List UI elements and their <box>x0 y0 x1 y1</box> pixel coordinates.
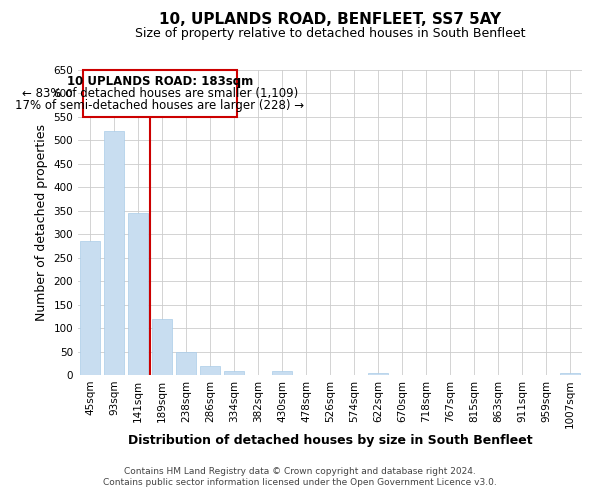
Text: 10 UPLANDS ROAD: 183sqm: 10 UPLANDS ROAD: 183sqm <box>67 74 253 88</box>
Text: 17% of semi-detached houses are larger (228) →: 17% of semi-detached houses are larger (… <box>16 99 304 112</box>
Bar <box>200 366 220 375</box>
Bar <box>560 372 580 375</box>
Bar <box>176 352 196 375</box>
Bar <box>368 372 388 375</box>
Bar <box>80 242 100 375</box>
Bar <box>128 213 148 375</box>
Bar <box>152 318 172 375</box>
Y-axis label: Number of detached properties: Number of detached properties <box>35 124 48 321</box>
Text: Contains HM Land Registry data © Crown copyright and database right 2024.: Contains HM Land Registry data © Crown c… <box>124 467 476 476</box>
Text: Size of property relative to detached houses in South Benfleet: Size of property relative to detached ho… <box>135 28 525 40</box>
Text: 10, UPLANDS ROAD, BENFLEET, SS7 5AY: 10, UPLANDS ROAD, BENFLEET, SS7 5AY <box>159 12 501 28</box>
Text: ← 83% of detached houses are smaller (1,109): ← 83% of detached houses are smaller (1,… <box>22 87 298 100</box>
X-axis label: Distribution of detached houses by size in South Benfleet: Distribution of detached houses by size … <box>128 434 532 447</box>
Text: Contains public sector information licensed under the Open Government Licence v3: Contains public sector information licen… <box>103 478 497 487</box>
Bar <box>104 131 124 375</box>
Bar <box>224 371 244 375</box>
Bar <box>272 371 292 375</box>
FancyBboxPatch shape <box>83 70 237 117</box>
